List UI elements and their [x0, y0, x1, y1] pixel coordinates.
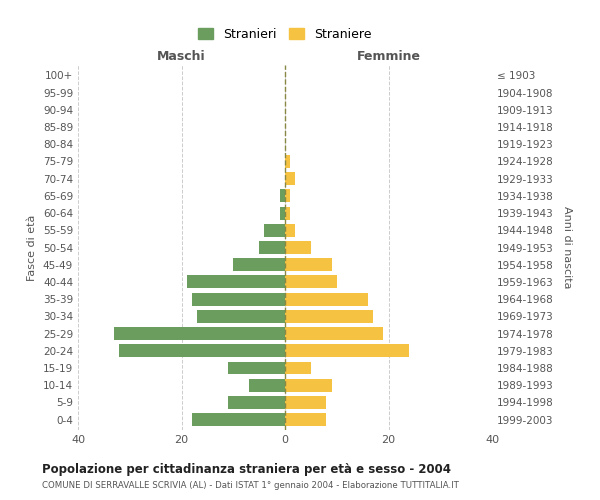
Bar [285, 396, 326, 409]
Bar [259, 241, 285, 254]
Text: COMUNE DI SERRAVALLE SCRIVIA (AL) - Dati ISTAT 1° gennaio 2004 - Elaborazione TU: COMUNE DI SERRAVALLE SCRIVIA (AL) - Dati… [42, 481, 459, 490]
Bar [228, 396, 285, 409]
Bar [228, 362, 285, 374]
Y-axis label: Anni di nascita: Anni di nascita [562, 206, 572, 289]
Bar [285, 224, 295, 236]
Bar [192, 292, 285, 306]
Bar [249, 379, 285, 392]
Bar [233, 258, 285, 271]
Bar [285, 327, 383, 340]
Bar [285, 155, 290, 168]
Bar [119, 344, 285, 358]
Bar [114, 327, 285, 340]
Text: Maschi: Maschi [157, 50, 206, 64]
Bar [285, 310, 373, 323]
Bar [280, 206, 285, 220]
Bar [285, 241, 311, 254]
Bar [187, 276, 285, 288]
Bar [197, 310, 285, 323]
Bar [192, 413, 285, 426]
Y-axis label: Fasce di età: Fasce di età [28, 214, 37, 280]
Bar [285, 172, 295, 185]
Bar [285, 413, 326, 426]
Bar [265, 224, 285, 236]
Bar [285, 379, 332, 392]
Bar [280, 190, 285, 202]
Legend: Stranieri, Straniere: Stranieri, Straniere [194, 24, 376, 44]
Bar [285, 292, 368, 306]
Text: Popolazione per cittadinanza straniera per età e sesso - 2004: Popolazione per cittadinanza straniera p… [42, 462, 451, 475]
Bar [285, 206, 290, 220]
Bar [285, 190, 290, 202]
Bar [285, 344, 409, 358]
Text: Femmine: Femmine [356, 50, 421, 64]
Bar [285, 276, 337, 288]
Bar [285, 362, 311, 374]
Bar [285, 258, 332, 271]
